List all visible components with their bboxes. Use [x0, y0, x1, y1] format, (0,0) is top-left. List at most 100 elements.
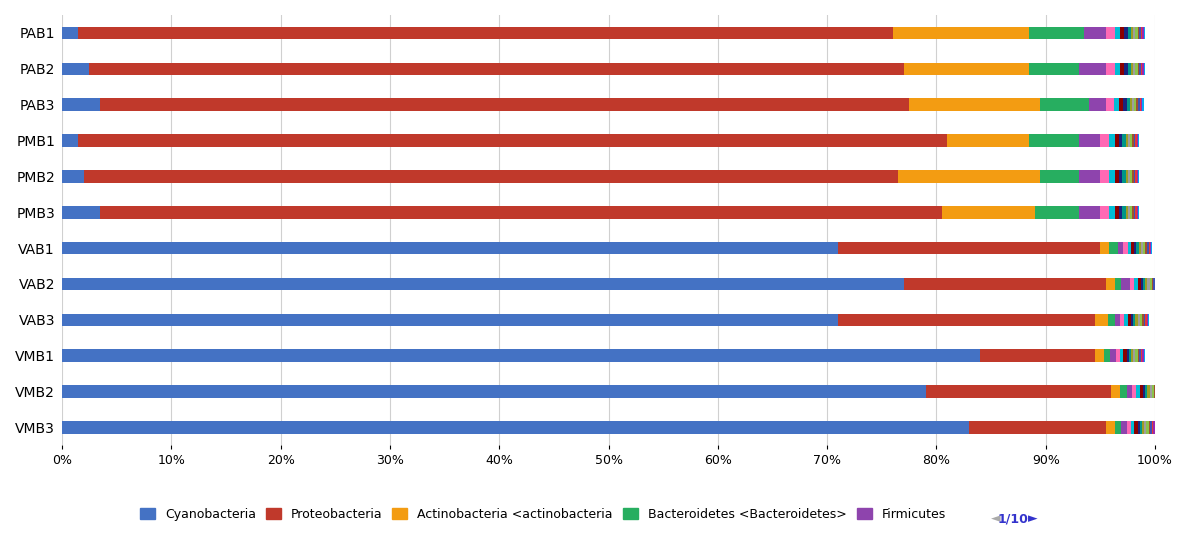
Bar: [89, 63, 904, 75]
Bar: [909, 99, 1041, 111]
Bar: [1132, 134, 1133, 147]
Bar: [1114, 421, 1121, 434]
Bar: [1140, 349, 1143, 362]
Bar: [1041, 99, 1089, 111]
Bar: [1138, 99, 1139, 111]
Bar: [1106, 27, 1114, 39]
Bar: [1156, 385, 1157, 398]
Bar: [1120, 63, 1125, 75]
Bar: [1130, 99, 1132, 111]
Bar: [1135, 99, 1137, 111]
Bar: [1106, 99, 1113, 111]
Bar: [1125, 170, 1127, 183]
Bar: [1139, 99, 1142, 111]
Bar: [1125, 314, 1127, 326]
Bar: [1136, 349, 1138, 362]
Bar: [1114, 63, 1120, 75]
Bar: [1137, 242, 1138, 255]
Bar: [1148, 385, 1150, 398]
Bar: [1041, 170, 1079, 183]
Bar: [62, 134, 78, 147]
Bar: [1106, 278, 1114, 291]
Bar: [1133, 170, 1136, 183]
Bar: [1125, 63, 1127, 75]
Bar: [1145, 385, 1148, 398]
Bar: [1150, 278, 1152, 291]
Bar: [84, 170, 898, 183]
Bar: [62, 99, 100, 111]
Bar: [62, 63, 89, 75]
Bar: [1155, 278, 1157, 291]
Bar: [62, 314, 838, 326]
Bar: [1136, 314, 1138, 326]
Bar: [1157, 385, 1158, 398]
Bar: [1144, 314, 1145, 326]
Bar: [1137, 385, 1139, 398]
Bar: [1132, 99, 1135, 111]
Bar: [1142, 314, 1144, 326]
Bar: [1138, 63, 1139, 75]
Bar: [1124, 349, 1126, 362]
Text: ►: ►: [1028, 512, 1037, 525]
Bar: [1114, 170, 1119, 183]
Bar: [1127, 206, 1130, 219]
Bar: [892, 27, 1029, 39]
Bar: [1131, 349, 1133, 362]
Bar: [100, 206, 942, 219]
Bar: [904, 63, 1029, 75]
Bar: [1145, 242, 1146, 255]
Bar: [838, 314, 1095, 326]
Bar: [1143, 278, 1145, 291]
Bar: [898, 170, 1041, 183]
Bar: [1150, 421, 1152, 434]
Bar: [1138, 242, 1140, 255]
Bar: [1136, 63, 1138, 75]
Bar: [1079, 170, 1100, 183]
Bar: [1029, 134, 1079, 147]
Bar: [1110, 242, 1118, 255]
Legend: Cyanobacteria, Proteobacteria, Actinobacteria <actinobacteria, Bacteroidetes <Ba: Cyanobacteria, Proteobacteria, Actinobac…: [140, 508, 946, 520]
Bar: [1110, 206, 1114, 219]
Bar: [1131, 242, 1135, 255]
Bar: [1136, 27, 1138, 39]
Bar: [947, 134, 1029, 147]
Bar: [1152, 278, 1154, 291]
Bar: [1111, 349, 1116, 362]
Bar: [1100, 170, 1110, 183]
Bar: [1135, 421, 1138, 434]
Bar: [1095, 314, 1108, 326]
Bar: [1132, 385, 1137, 398]
Bar: [1111, 385, 1120, 398]
Bar: [1126, 421, 1131, 434]
Bar: [1110, 134, 1114, 147]
Bar: [1149, 421, 1150, 434]
Bar: [1146, 242, 1149, 255]
Bar: [1138, 27, 1139, 39]
Bar: [1127, 170, 1130, 183]
Bar: [1124, 242, 1127, 255]
Bar: [1132, 170, 1133, 183]
Bar: [838, 242, 1100, 255]
Bar: [1079, 134, 1100, 147]
Bar: [1123, 206, 1125, 219]
Bar: [925, 385, 1111, 398]
Bar: [62, 170, 84, 183]
Bar: [1123, 134, 1125, 147]
Bar: [1114, 206, 1119, 219]
Bar: [1106, 421, 1114, 434]
Bar: [1133, 349, 1136, 362]
Bar: [1114, 314, 1120, 326]
Bar: [1149, 242, 1150, 255]
Bar: [1108, 314, 1114, 326]
Bar: [1135, 278, 1138, 291]
Bar: [1125, 27, 1127, 39]
Bar: [1100, 134, 1110, 147]
Bar: [1125, 134, 1127, 147]
Bar: [1139, 314, 1142, 326]
Bar: [1121, 278, 1130, 291]
Bar: [1119, 99, 1124, 111]
Bar: [1145, 314, 1146, 326]
Bar: [1139, 385, 1143, 398]
Bar: [1131, 63, 1133, 75]
Bar: [62, 278, 904, 291]
